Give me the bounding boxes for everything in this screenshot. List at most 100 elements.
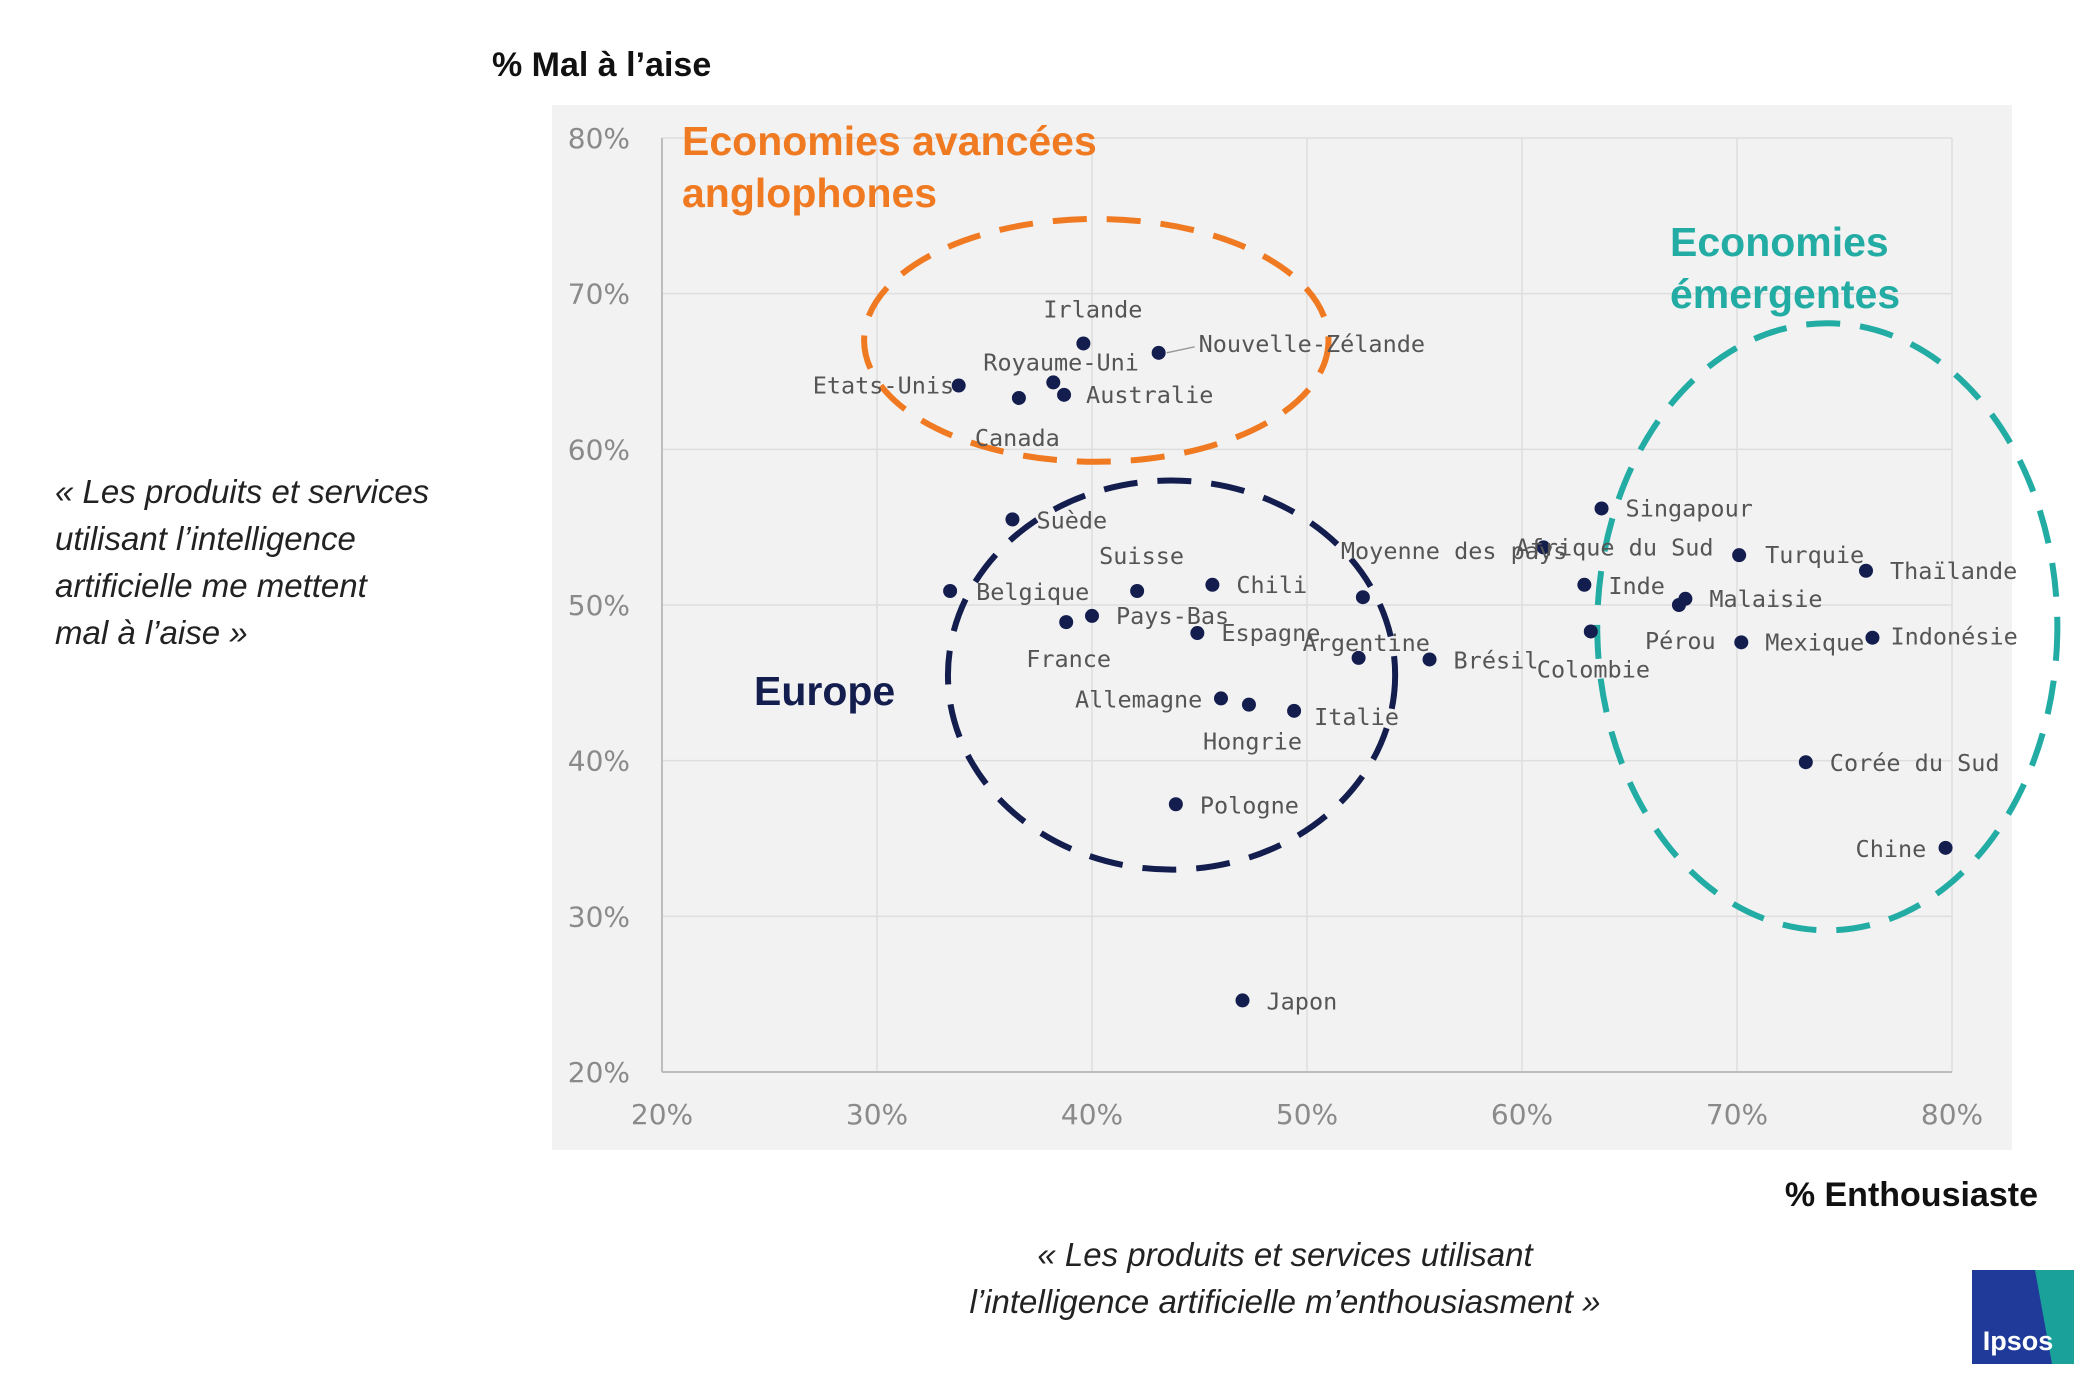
point-label: Royaume-Uni <box>983 348 1139 376</box>
point-label: Colombie <box>1537 655 1650 683</box>
point-label: Italie <box>1314 703 1399 731</box>
y-tick-labels: 20% 30% 40% 50% 60% 70% 80% <box>568 122 630 1089</box>
group-label: Europe <box>754 668 895 714</box>
data-point <box>943 583 958 598</box>
logo-text: Ipsos <box>1983 1326 2054 1356</box>
group-ellipse <box>861 215 1332 465</box>
point-label: Allemagne <box>1075 685 1202 713</box>
data-point <box>1190 626 1205 641</box>
data-point <box>1859 563 1873 578</box>
group-labels: Economies avancées anglophones Europe Econo… <box>682 118 1900 714</box>
point-label: Singapour <box>1626 494 1753 522</box>
x-tick-label: 20% <box>631 1098 693 1131</box>
data-point <box>1355 590 1370 605</box>
y-tick-label: 40% <box>568 745 630 778</box>
data-point <box>1671 598 1686 612</box>
x-caption-line: « Les produits et services utilisant <box>1037 1236 1534 1273</box>
ipsos-logo: Ipsos <box>1972 1270 2074 1364</box>
data-point <box>1205 577 1220 592</box>
point-label: Japon <box>1267 987 1338 1015</box>
point-label: Suisse <box>1099 542 1184 570</box>
y-caption-line: artificielle me mettent <box>55 567 369 604</box>
y-tick-label: 30% <box>568 900 630 933</box>
point-label: Pays-Bas <box>1116 602 1229 630</box>
x-tick-labels: 20% 30% 40% 50% 60% 70% 80% <box>631 1098 1983 1131</box>
x-tick-label: 60% <box>1491 1098 1553 1131</box>
data-point <box>1594 501 1609 516</box>
y-tick-label: 20% <box>568 1056 630 1089</box>
group-ellipse <box>944 477 1399 873</box>
x-axis-title: % Enthousiaste <box>1785 1176 2038 1214</box>
point-label: Brésil <box>1454 646 1539 674</box>
x-tick-label: 30% <box>846 1098 908 1131</box>
point-label: Mexique <box>1765 628 1864 656</box>
data-point <box>1536 540 1551 555</box>
point-label: Indonésie <box>1890 623 2017 651</box>
data-point <box>1798 755 1813 770</box>
point-label: Moyenne des pays <box>1341 537 1567 565</box>
point-label: Corée du Sud <box>1830 749 2000 777</box>
point-label: Malaisie <box>1709 585 1822 613</box>
point-label: France <box>1026 645 1111 673</box>
data-point <box>1011 390 1026 405</box>
data-point <box>1214 691 1228 706</box>
point-label: Belgique <box>976 578 1089 606</box>
group-ellipse <box>1594 320 2061 934</box>
point-labels: Irlande Nouvelle-Zélande Royaume-Uni Etats-… <box>813 295 2018 1015</box>
y-tick-label: 50% <box>568 589 630 622</box>
group-label: émergentes <box>1670 271 1900 317</box>
point-label: Chine <box>1856 835 1927 863</box>
plot-background <box>552 105 2012 1150</box>
data-point <box>1241 697 1256 712</box>
data-point <box>1130 583 1145 598</box>
point-label: Chili <box>1236 571 1307 599</box>
point-label: Suède <box>1036 506 1107 534</box>
data-point <box>1151 345 1166 360</box>
point-label: Argentine <box>1303 629 1430 657</box>
logo-teal-block <box>2035 1270 2074 1364</box>
point-label: Nouvelle-Zélande <box>1199 330 1425 358</box>
x-axis-caption: « Les produits et services utilisant l’in… <box>970 1236 1601 1320</box>
data-point <box>1059 615 1074 630</box>
data-point <box>951 378 966 393</box>
x-tick-label: 80% <box>1921 1098 1983 1131</box>
leader-line <box>1166 346 1195 354</box>
data-point <box>1076 336 1091 351</box>
group-label: anglophones <box>682 170 937 216</box>
data-point <box>1046 375 1061 390</box>
y-axis-caption: « Les produits et services utilisant l’in… <box>55 473 429 651</box>
point-label: Espagne <box>1221 619 1320 647</box>
data-point <box>1235 993 1250 1008</box>
data-point <box>1168 797 1183 812</box>
group-label: Economies <box>1670 219 1889 265</box>
point-label: Irlande <box>1043 295 1142 323</box>
y-caption-line: « Les produits et services <box>55 473 429 510</box>
data-point <box>1005 512 1020 527</box>
point-label: Thaïlande <box>1890 557 2017 585</box>
data-point <box>1085 608 1099 623</box>
y-tick-label: 70% <box>568 278 630 311</box>
x-tick-label: 70% <box>1706 1098 1768 1131</box>
data-point <box>1057 387 1072 402</box>
data-point <box>1351 650 1366 665</box>
point-label: Etats-Unis <box>813 372 954 400</box>
data-point <box>1422 652 1437 667</box>
y-tick-label: 80% <box>568 122 630 155</box>
x-tick-label: 50% <box>1276 1098 1338 1131</box>
y-caption-line: utilisant l’intelligence <box>55 520 356 557</box>
data-point <box>1734 635 1749 650</box>
logo-face-icon <box>2009 1285 2037 1322</box>
point-label: Pologne <box>1200 791 1299 819</box>
data-point <box>1583 624 1598 639</box>
group-label: Economies avancées <box>682 118 1097 164</box>
y-axis-title: % Mal à l’aise <box>492 46 711 84</box>
point-label: Australie <box>1086 381 1213 409</box>
x-tick-label: 40% <box>1061 1098 1123 1131</box>
data-point <box>1938 840 1953 855</box>
point-label: Turquie <box>1765 541 1864 569</box>
point-label: Canada <box>975 424 1060 452</box>
point-label: Hongrie <box>1203 728 1302 756</box>
data-point <box>1577 577 1592 592</box>
point-label: Inde <box>1608 572 1665 600</box>
